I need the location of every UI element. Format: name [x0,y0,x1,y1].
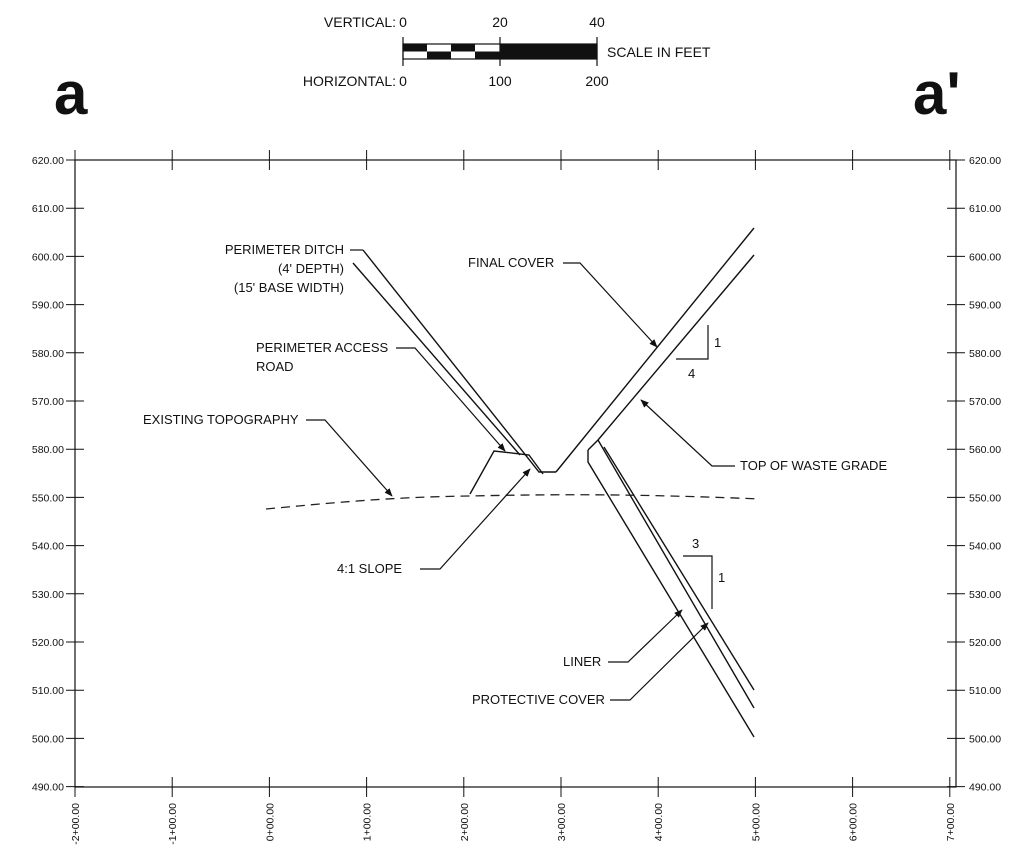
y-right-tick-label: 560.00 [969,444,1001,456]
existing-topography-leader [306,419,393,497]
callout-perimeter-access-road-line1: PERIMETER ACCESS [256,340,389,355]
y-right-tick-label: 490.00 [969,782,1001,794]
final-cover-leader [563,262,658,348]
existing-topography-line [265,494,761,510]
y-right-tick-label: 590.00 [969,300,1001,312]
perimeter-ditch-inner-line [352,262,521,456]
horizontal-scale-label: HORIZONTAL: [303,73,396,89]
slope-marker-upper-run: 4 [688,366,695,381]
x-tick-label: 1+00.00 [362,803,374,841]
x-tick-label: 2+00.00 [459,803,471,841]
scale-caption: SCALE IN FEET [607,44,711,60]
slope-marker-lower-rise: 1 [718,570,725,585]
y-right-tick-label: 580.00 [969,348,1001,360]
callout-final-cover: FINAL COVER [468,255,554,270]
scale-bar-graphic [402,37,598,66]
top-of-waste-grade-leader [640,399,735,467]
y-left-tick-label: 540.00 [32,541,64,553]
y-right-tick-label: 530.00 [969,589,1001,601]
slope-marker-lower-run: 3 [692,536,699,551]
protective-cover-leader [610,622,709,701]
horizontal-tick-200: 200 [585,73,609,89]
slope-4-1-leader [420,468,531,570]
x-axis: -2+00.00 -1+00.00 0+00.00 1+00.00 2+00.00 3+0… [70,150,957,845]
section-mark-left: a [54,60,88,127]
callout-perimeter-access-road-line2: ROAD [256,359,294,374]
callout-existing-topography: EXISTING TOPOGRAPHY [143,412,299,427]
liner-leader [608,609,683,663]
callout-top-of-waste-grade: TOP OF WASTE GRADE [740,458,887,473]
y-right-tick-label: 610.00 [969,203,1001,215]
x-tick-label: 3+00.00 [556,803,568,841]
y-left-tick-label: 520.00 [32,637,64,649]
callout-liner: LINER [563,654,601,669]
callout-protective-cover: PROTECTIVE COVER [472,692,605,707]
final-cover-inner-line [597,254,755,441]
vertical-tick-20: 20 [492,14,508,30]
y-left-tick-label: 570.00 [32,396,64,408]
section-mark-right: a' [913,60,961,127]
perimeter-ditch-outer-line [362,249,556,473]
liner-line [597,439,755,709]
plot-frame [74,159,957,788]
y-right-tick-label: 520.00 [969,637,1001,649]
landfill-section [352,227,755,738]
x-tick-label: -1+00.00 [167,803,179,845]
x-tick-label: 6+00.00 [848,803,860,841]
top-of-waste-line [603,446,755,691]
callout-slope-4-1: 4:1 SLOPE [337,561,402,576]
y-axis-left: 620.00 610.00 600.00 590.00 580.00 570.00 580.… [32,155,84,794]
slope-marker-lower [683,555,713,609]
x-tick-label: 7+00.00 [945,803,957,841]
final-cover-outer-line [555,227,755,473]
slope-marker-upper-rise: 1 [714,335,721,350]
y-left-tick-label: 590.00 [32,300,64,312]
slope-marker-upper [676,325,709,360]
scale-bar: VERTICAL: 0 20 40 SCALE IN FEET HORIZONT… [303,14,711,89]
vertical-scale-label: VERTICAL: [324,14,396,30]
vertical-tick-0: 0 [399,14,407,30]
y-left-tick-label: 500.00 [32,733,64,745]
x-tick-label: 5+00.00 [750,803,762,841]
vertical-tick-40: 40 [589,14,605,30]
y-left-tick-label: 620.00 [32,155,64,167]
y-left-tick-label: 580.00 [32,348,64,360]
y-left-tick-label: 610.00 [32,203,64,215]
y-axis-right: 620.00 610.00 600.00 590.00 580.00 570.00 560.… [947,155,1001,794]
y-right-tick-label: 600.00 [969,251,1001,263]
callout-perimeter-ditch-line2: (4' DEPTH) [278,261,344,276]
callout-perimeter-ditch-line1: PERIMETER DITCH [225,242,344,257]
y-right-tick-label: 500.00 [969,733,1001,745]
x-tick-label: 0+00.00 [264,803,276,841]
y-left-tick-label: 550.00 [32,492,64,504]
final-cover-toe-line [587,439,599,451]
y-left-tick-label: 530.00 [32,589,64,601]
callout-leaders [306,249,735,701]
y-left-tick-label: 490.00 [32,782,64,794]
y-right-tick-label: 510.00 [969,685,1001,697]
y-right-tick-label: 570.00 [969,396,1001,408]
y-left-tick-label: 580.00 [32,444,64,456]
horizontal-tick-0: 0 [399,73,407,89]
y-right-tick-label: 540.00 [969,541,1001,553]
callout-perimeter-ditch-line3: (15' BASE WIDTH) [234,280,344,295]
x-tick-label: -2+00.00 [70,803,82,845]
y-right-tick-label: 620.00 [969,155,1001,167]
y-left-tick-label: 510.00 [32,685,64,697]
perimeter-access-road-leader [396,347,506,452]
x-tick-label: 4+00.00 [653,803,665,841]
y-left-tick-label: 600.00 [32,251,64,263]
access-road-bench [469,450,544,495]
horizontal-tick-100: 100 [488,73,512,89]
y-right-tick-label: 550.00 [969,492,1001,504]
protective-cover-outer-line [587,450,755,738]
